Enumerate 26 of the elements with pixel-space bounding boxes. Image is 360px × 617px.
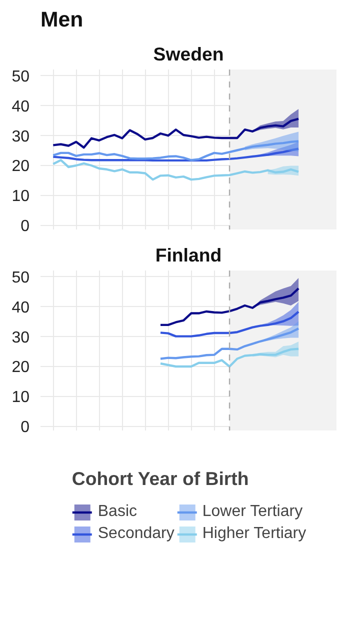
y-tick-label: 20 (12, 158, 30, 176)
legend-label: Basic (98, 502, 137, 522)
y-tick-label: 40 (12, 98, 30, 116)
y-tick-label: 20 (12, 359, 30, 376)
line-series (52, 140, 300, 162)
y-tick-label: 30 (12, 329, 30, 346)
line-series (159, 348, 300, 368)
y-tick-label: 0 (20, 419, 30, 436)
y-tick-label: 0 (20, 218, 30, 236)
line-series (52, 159, 300, 181)
legend-label: Higher Tertiary (202, 524, 306, 544)
y-tick-label: 50 (12, 269, 30, 286)
legend-label: Lower Tertiary (202, 502, 303, 522)
legend-title: Cohort Year of Birth (72, 468, 250, 490)
y-tick-label: 30 (12, 128, 30, 146)
line-series (52, 148, 300, 162)
y-tick-label: 10 (12, 188, 30, 206)
y-tick-label: 10 (12, 389, 30, 406)
chart-subtitle: Sweden (153, 44, 224, 64)
y-tick-label: 50 (12, 68, 30, 86)
chart-title: Men (40, 8, 84, 32)
line-series (159, 287, 300, 326)
line-series (52, 118, 300, 149)
legend-label: Secondary (98, 524, 174, 544)
y-tick-label: 40 (12, 299, 30, 316)
chart-title: Finland (155, 244, 222, 266)
